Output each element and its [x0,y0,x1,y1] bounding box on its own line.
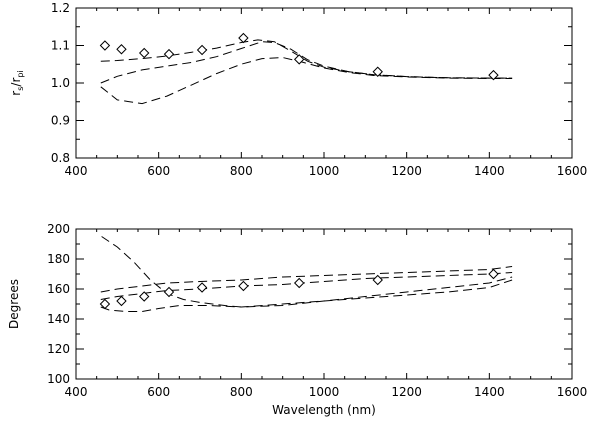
degrees-diamond-marker [116,295,127,307]
ratio-curve-1 [100,39,513,79]
ratio-x-tick-label: 1200 [391,164,422,178]
degrees-x-tick-label: 1000 [309,385,340,399]
degrees-plot-frame [75,228,573,380]
ratio-y-tick-label: 1.1 [51,39,70,53]
degrees-diamond-marker [488,268,499,280]
degrees-y-tick-label: 140 [47,312,70,326]
ratio-diamond-marker [293,54,305,65]
degrees-x-tick-label: 1600 [557,385,588,399]
degrees-diamond-marker [293,277,305,289]
x-axis-title: Wavelength (nm) [272,403,376,417]
ratio-curve-2 [100,41,513,84]
ratio-x-tick-label: 400 [65,164,88,178]
degrees-x-ticks: 400 600 800 1000 1200 1400 1600 [65,229,588,399]
ratio-y-tick-label: 0.8 [51,151,70,165]
ratio-diamond-marker [163,48,175,60]
ratio-x-ticks: 400 600 800 1000 1200 1400 1600 [65,8,588,178]
ratio-plot-frame [75,7,573,159]
ratio-y-ticks: 0.8 0.9 1.0 1.1 1.2 [51,1,572,165]
degrees-markers [99,268,499,310]
degrees-y-tick-label: 120 [47,342,70,356]
ratio-y-axis-title: rs/rpi [9,70,25,95]
ratio-x-tick-label: 1600 [557,164,588,178]
degrees-curve-3 [100,279,513,312]
ratio-y-tick-label: 1.0 [51,76,70,90]
degrees-diamond-marker [238,280,249,292]
degrees-diamond-marker [196,282,208,293]
degrees-curve-2 [100,272,513,300]
degrees-curves [100,236,513,312]
ratio-markers [99,32,499,81]
ratio-diamond-marker [196,44,208,56]
degrees-diamond-marker [163,286,175,298]
ratio-diamond-marker [238,32,249,44]
ratio-x-tick-label: 1400 [474,164,505,178]
degrees-x-tick-label: 1200 [391,385,422,399]
ratio-x-tick-label: 800 [230,164,253,178]
ratio-diamond-marker [488,69,499,81]
ratio-diamond-marker [372,66,383,77]
degrees-curve-4 [101,236,513,308]
degrees-x-tick-label: 800 [230,385,253,399]
degrees-diamond-marker [138,291,150,302]
ratio-curve-3 [100,56,513,105]
ratio-x-tick-label: 600 [147,164,170,178]
degrees-y-tick-label: 200 [47,222,70,236]
ratio-y-tick-label: 1.2 [51,1,70,15]
degrees-y-tick-label: 160 [47,282,70,296]
degrees-y-ticks: 100 120 140 160 180 200 [47,222,572,386]
degrees-panel: 400 600 800 1000 1200 1400 1600 100 120 140 160 18… [7,222,587,417]
degrees-y-tick-label: 100 [47,372,70,386]
degrees-x-tick-label: 400 [65,385,88,399]
degrees-y-axis-title: Degrees [7,279,21,329]
ratio-panel: 400 600 800 1000 1200 1400 1600 0.8 0.9 1.0 1.1 1.… [9,1,587,178]
ratio-diamond-marker [138,47,150,59]
degrees-diamond-marker [372,274,383,286]
degrees-diamond-marker [99,298,111,310]
degrees-x-tick-label: 600 [147,385,170,399]
degrees-curve-1 [100,266,513,293]
ratio-curves [100,39,513,105]
ratio-diamond-marker [99,40,111,51]
ratio-diamond-marker [116,44,127,55]
ratio-y-tick-label: 0.9 [51,114,70,128]
degrees-x-tick-label: 1400 [474,385,505,399]
degrees-y-tick-label: 180 [47,252,70,266]
ratio-x-tick-label: 1000 [309,164,340,178]
